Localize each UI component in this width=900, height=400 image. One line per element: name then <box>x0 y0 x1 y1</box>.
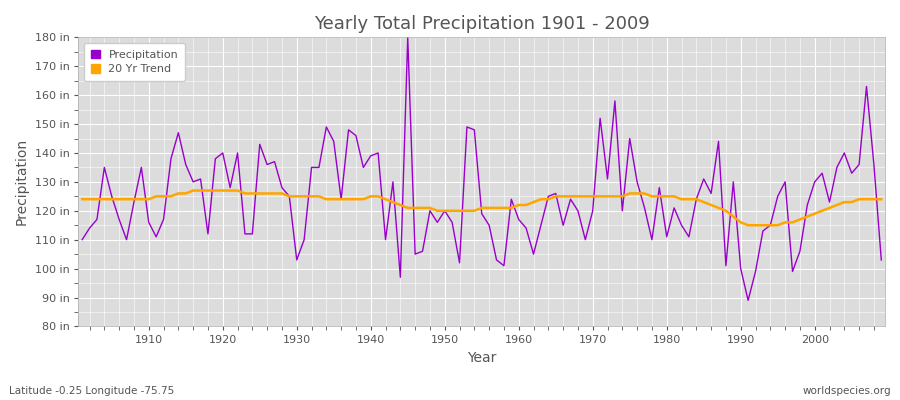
Precipitation <box>742 298 753 303</box>
Precipitation <box>521 226 532 230</box>
Precipitation <box>76 237 87 242</box>
20 Yr Trend <box>513 203 524 208</box>
20 Yr Trend <box>609 194 620 199</box>
Text: worldspecies.org: worldspecies.org <box>803 386 891 396</box>
20 Yr Trend <box>76 197 87 202</box>
20 Yr Trend <box>350 197 361 202</box>
20 Yr Trend <box>306 194 317 199</box>
Precipitation <box>299 237 310 242</box>
20 Yr Trend <box>876 197 886 202</box>
Text: Latitude -0.25 Longitude -75.75: Latitude -0.25 Longitude -75.75 <box>9 386 175 396</box>
Legend: Precipitation, 20 Yr Trend: Precipitation, 20 Yr Trend <box>84 43 184 81</box>
Precipitation <box>343 128 354 132</box>
Line: 20 Yr Trend: 20 Yr Trend <box>82 190 881 225</box>
X-axis label: Year: Year <box>467 351 497 365</box>
Line: Precipitation: Precipitation <box>82 37 881 300</box>
20 Yr Trend <box>521 203 532 208</box>
20 Yr Trend <box>742 223 753 228</box>
Title: Yearly Total Precipitation 1901 - 2009: Yearly Total Precipitation 1901 - 2009 <box>314 15 650 33</box>
Precipitation <box>609 98 620 103</box>
Precipitation <box>402 35 413 40</box>
Precipitation <box>876 258 886 262</box>
Precipitation <box>513 217 524 222</box>
Y-axis label: Precipitation: Precipitation <box>15 138 29 226</box>
Precipitation <box>136 165 147 170</box>
20 Yr Trend <box>136 197 147 202</box>
20 Yr Trend <box>188 188 199 193</box>
